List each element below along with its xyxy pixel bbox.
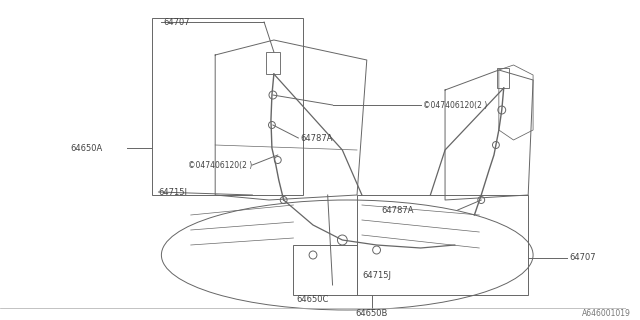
Bar (293, 245, 357, 295)
Text: 64650A: 64650A (70, 143, 102, 153)
Text: 64650C: 64650C (296, 295, 329, 305)
Bar (357, 195, 528, 295)
Text: 64707: 64707 (569, 253, 596, 262)
Text: 64707: 64707 (163, 18, 190, 27)
Text: 64787A: 64787A (300, 133, 333, 142)
Text: A646001019: A646001019 (582, 309, 631, 318)
Text: 64787A: 64787A (381, 205, 414, 214)
Bar (152, 18, 303, 195)
Text: ©047406120(2 ): ©047406120(2 ) (422, 100, 487, 109)
Bar (266, 52, 280, 74)
Text: 64715J: 64715J (362, 270, 391, 279)
Text: ©047406120(2 ): ©047406120(2 ) (188, 161, 252, 170)
Bar (497, 68, 509, 88)
Text: 64650B: 64650B (355, 308, 388, 317)
Text: 64715I: 64715I (159, 188, 188, 196)
